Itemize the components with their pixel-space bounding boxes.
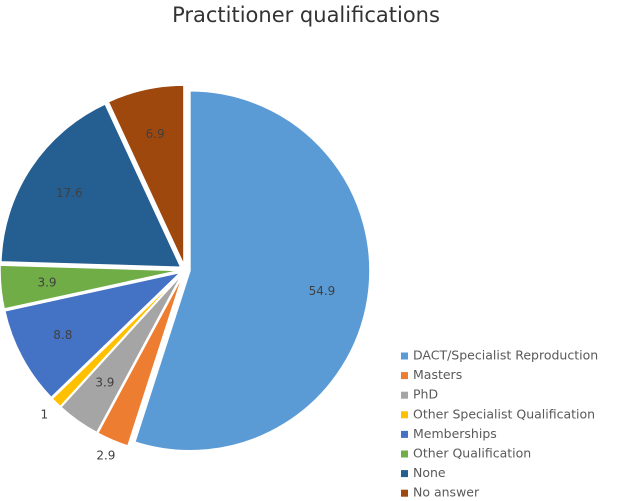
pie-slice <box>0 264 181 310</box>
legend-swatch <box>401 352 408 360</box>
data-label: 54.9 <box>309 284 336 298</box>
legend-label: None <box>413 465 446 480</box>
legend-swatch <box>401 411 408 419</box>
pie-slice <box>96 274 184 447</box>
data-label: 3.9 <box>37 275 56 289</box>
data-label: 3.9 <box>95 376 114 390</box>
legend-label: Other Specialist Qualification <box>413 406 595 421</box>
pie-slice <box>107 84 185 266</box>
data-label: 6.9 <box>146 127 165 141</box>
data-label: 2.9 <box>96 448 115 462</box>
legend-swatch <box>401 489 408 497</box>
legend-swatch <box>401 430 408 438</box>
legend-swatch <box>401 470 408 478</box>
pie-slice <box>0 102 183 269</box>
data-label: 1 <box>40 407 48 421</box>
legend-label: Masters <box>413 367 462 382</box>
pie-slice <box>59 273 183 434</box>
legend-swatch <box>401 372 408 380</box>
legend-swatch <box>401 450 408 458</box>
legend-label: Other Qualification <box>413 446 531 461</box>
pie-slice <box>51 273 183 408</box>
pie-slice <box>3 271 184 399</box>
pie-slice <box>133 90 371 452</box>
legend-label: Memberships <box>413 426 497 441</box>
legend-swatch <box>401 391 408 399</box>
legend-label: DACT/Specialist Reproduction <box>413 348 598 363</box>
data-label: 17.6 <box>56 186 83 200</box>
chart-title: Practitioner qualifications <box>172 3 440 27</box>
legend-label: No answer <box>413 485 480 500</box>
legend-label: PhD <box>413 387 438 402</box>
data-label: 8.8 <box>53 328 72 342</box>
